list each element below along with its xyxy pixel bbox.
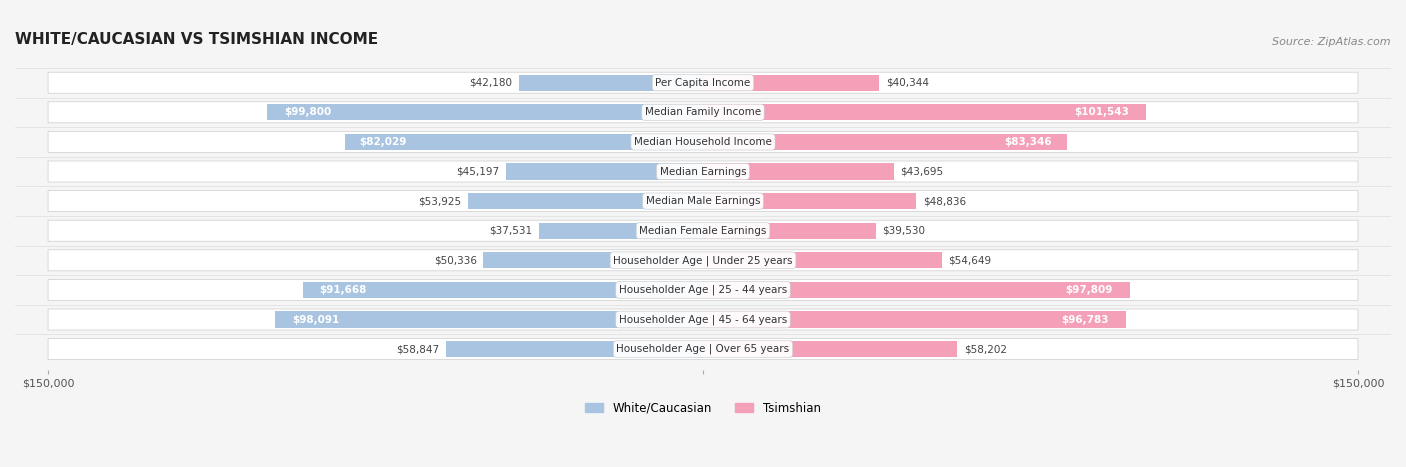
Text: $99,800: $99,800 <box>284 107 332 117</box>
Bar <box>484 252 703 269</box>
Bar <box>703 193 917 209</box>
Bar <box>506 163 703 180</box>
Text: $58,847: $58,847 <box>396 344 440 354</box>
Text: $50,336: $50,336 <box>433 255 477 265</box>
FancyBboxPatch shape <box>48 220 1358 241</box>
Text: $54,649: $54,649 <box>948 255 991 265</box>
Text: $43,695: $43,695 <box>900 167 943 177</box>
Text: Source: ZipAtlas.com: Source: ZipAtlas.com <box>1272 36 1391 47</box>
Text: $40,344: $40,344 <box>886 78 929 88</box>
Bar <box>703 104 1146 120</box>
Text: $82,029: $82,029 <box>359 137 406 147</box>
Bar <box>446 341 703 357</box>
Bar <box>519 75 703 91</box>
Bar <box>538 223 703 239</box>
Bar <box>468 193 703 209</box>
Text: Median Female Earnings: Median Female Earnings <box>640 226 766 236</box>
Bar <box>703 282 1130 298</box>
Bar <box>703 163 894 180</box>
Text: $91,668: $91,668 <box>319 285 366 295</box>
FancyBboxPatch shape <box>48 131 1358 152</box>
Bar <box>302 282 703 298</box>
Text: $39,530: $39,530 <box>882 226 925 236</box>
Bar <box>703 223 876 239</box>
Text: $48,836: $48,836 <box>922 196 966 206</box>
Text: $42,180: $42,180 <box>470 78 512 88</box>
FancyBboxPatch shape <box>48 339 1358 360</box>
Text: $96,783: $96,783 <box>1062 314 1109 325</box>
Text: $58,202: $58,202 <box>963 344 1007 354</box>
Bar <box>703 75 879 91</box>
FancyBboxPatch shape <box>48 250 1358 271</box>
Bar <box>344 134 703 150</box>
FancyBboxPatch shape <box>48 102 1358 123</box>
Text: $97,809: $97,809 <box>1066 285 1114 295</box>
Text: $53,925: $53,925 <box>418 196 461 206</box>
Text: Householder Age | Under 25 years: Householder Age | Under 25 years <box>613 255 793 266</box>
Text: $37,531: $37,531 <box>489 226 533 236</box>
Bar <box>703 252 942 269</box>
Bar <box>267 104 703 120</box>
Text: $98,091: $98,091 <box>292 314 339 325</box>
Text: $101,543: $101,543 <box>1074 107 1129 117</box>
Bar <box>703 311 1126 328</box>
FancyBboxPatch shape <box>48 279 1358 300</box>
FancyBboxPatch shape <box>48 191 1358 212</box>
Text: Householder Age | 45 - 64 years: Householder Age | 45 - 64 years <box>619 314 787 325</box>
Text: Median Male Earnings: Median Male Earnings <box>645 196 761 206</box>
Text: Per Capita Income: Per Capita Income <box>655 78 751 88</box>
Text: Median Family Income: Median Family Income <box>645 107 761 117</box>
Bar <box>703 134 1067 150</box>
FancyBboxPatch shape <box>48 161 1358 182</box>
Text: $45,197: $45,197 <box>456 167 499 177</box>
Text: Median Earnings: Median Earnings <box>659 167 747 177</box>
Text: WHITE/CAUCASIAN VS TSIMSHIAN INCOME: WHITE/CAUCASIAN VS TSIMSHIAN INCOME <box>15 32 378 47</box>
Text: Median Household Income: Median Household Income <box>634 137 772 147</box>
Bar <box>703 341 957 357</box>
Text: Householder Age | 25 - 44 years: Householder Age | 25 - 44 years <box>619 285 787 295</box>
Bar <box>274 311 703 328</box>
FancyBboxPatch shape <box>48 72 1358 93</box>
Text: Householder Age | Over 65 years: Householder Age | Over 65 years <box>616 344 790 354</box>
FancyBboxPatch shape <box>48 309 1358 330</box>
Text: $83,346: $83,346 <box>1005 137 1052 147</box>
Legend: White/Caucasian, Tsimshian: White/Caucasian, Tsimshian <box>581 397 825 419</box>
